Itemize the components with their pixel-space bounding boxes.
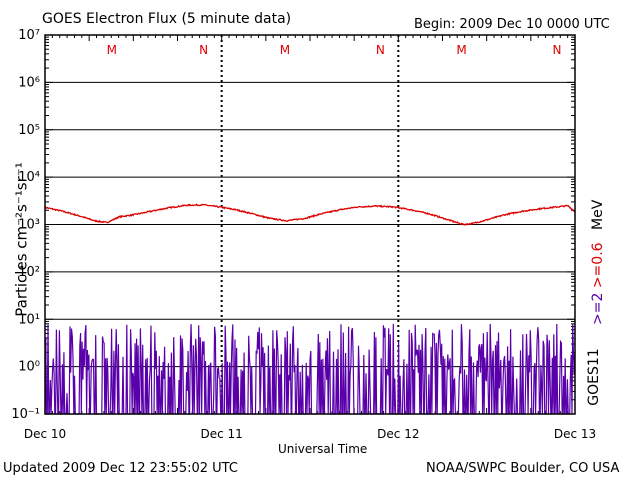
- label-mev: MeV: [590, 199, 606, 230]
- right-axis-label: >=2 >=0.6 MeV: [589, 145, 607, 325]
- series-2mev: [44, 323, 576, 415]
- marker-m: M: [456, 43, 466, 57]
- label-2mev: >=2: [590, 292, 606, 325]
- y-tick-label: 10⁻¹: [11, 407, 40, 422]
- chart-title: GOES Electron Flux (5 minute data): [42, 11, 292, 27]
- series-06mev: [44, 203, 576, 226]
- begin-time: Begin: 2009 Dec 10 0000 UTC: [414, 17, 610, 32]
- satellite-label: GOES11: [586, 348, 602, 406]
- y-tick-label: 10⁷: [18, 28, 40, 43]
- label-06mev: >=0.6: [590, 242, 606, 289]
- y-tick-label: 10¹: [18, 312, 40, 327]
- series-line-06mev: [44, 203, 576, 226]
- y-axis-label: Particles cm⁻²s⁻¹sr⁻¹: [12, 162, 31, 317]
- plot-frame: [44, 34, 576, 415]
- x-tick-label: Dec 13: [554, 427, 596, 441]
- y-tick-label: 10⁵: [18, 123, 40, 138]
- y-tick-label: 10⁶: [18, 75, 40, 90]
- marker-n: N: [199, 43, 208, 57]
- marker-m: M: [107, 43, 117, 57]
- y-tick-label: 10³: [18, 218, 40, 233]
- y-tick-labels: 10⁻¹ 10⁰ 10¹ 10² 10³ 10⁴ 10⁵ 10⁶ 10⁷: [11, 28, 40, 422]
- series-line-2mev: [44, 323, 576, 415]
- credit: NOAA/SWPC Boulder, CO USA: [426, 461, 620, 476]
- y-tick-label: 10⁴: [18, 170, 40, 185]
- updated-time: Updated 2009 Dec 12 23:55:02 UTC: [3, 461, 238, 476]
- marker-m: M: [280, 43, 290, 57]
- y-tick-label: 10²: [18, 265, 40, 280]
- x-tick-label: Dec 12: [377, 427, 419, 441]
- x-axis-label: Universal Time: [278, 442, 368, 456]
- marker-n: N: [553, 43, 562, 57]
- y-tick-label: 10⁰: [18, 360, 40, 375]
- x-tick-label: Dec 10: [24, 427, 66, 441]
- x-tick-labels: Dec 10 Dec 11 Dec 12 Dec 13: [24, 427, 596, 441]
- x-tick-label: Dec 11: [201, 427, 243, 441]
- marker-n: N: [376, 43, 385, 57]
